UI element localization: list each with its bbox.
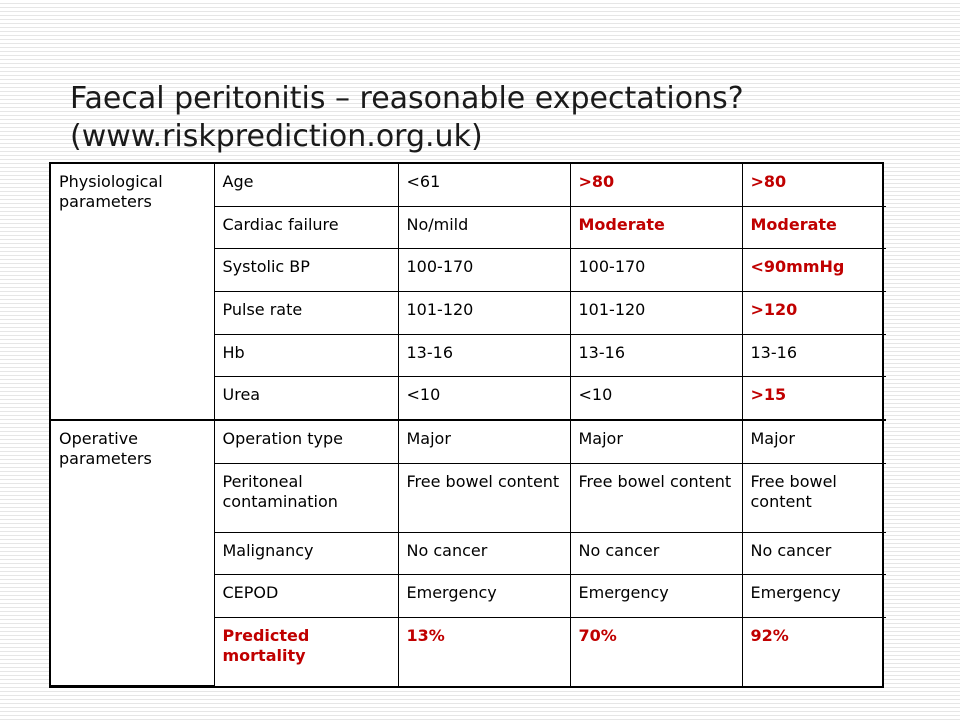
param-cell: Pulse rate xyxy=(214,291,399,335)
param-cell: Systolic BP xyxy=(214,248,399,292)
value-cell: Free bowel content xyxy=(570,463,743,533)
param-cell: CEPOD xyxy=(214,574,399,619)
table-row: Pulse rate 101-120 101-120 >120 xyxy=(51,291,886,335)
table-row: CEPOD Emergency Emergency Emergency xyxy=(51,574,886,619)
mortality-value: 92% xyxy=(750,626,789,646)
param-cell: Age xyxy=(214,164,399,207)
value-cell: No/mild xyxy=(398,206,571,250)
value-cell: >80 xyxy=(570,164,743,207)
value-cell: <10 xyxy=(398,376,571,422)
table-row: Peritoneal contamination Free bowel cont… xyxy=(51,463,886,533)
table-row: Systolic BP 100-170 100-170 <90mmHg xyxy=(51,248,886,292)
value-cell: Free bowel content xyxy=(398,463,571,533)
value-cell: 100-170 xyxy=(570,248,743,292)
risk-table: Physiological parameters Age <61 >80 >80… xyxy=(49,162,886,688)
param-cell: Malignancy xyxy=(214,532,399,576)
param-cell: Operation type xyxy=(214,420,399,465)
table-row: Operative parameters Operation type Majo… xyxy=(51,420,886,687)
group-label-physiological: Physiological parameters xyxy=(51,164,215,422)
value-cell: Major xyxy=(742,420,886,465)
value-cell: 101-120 xyxy=(398,291,571,335)
title-line-2: (www.riskprediction.org.uk) xyxy=(70,119,483,154)
mortality-value: 13% xyxy=(398,617,571,686)
value-cell: >15 xyxy=(742,376,886,422)
value-cell: 13-16 xyxy=(742,334,886,378)
value-cell: Emergency xyxy=(742,574,886,619)
value-cell: <10 xyxy=(570,376,743,422)
param-cell-mortality: Predicted mortality xyxy=(214,617,399,686)
table-row: Urea <10 <10 >15 xyxy=(51,376,886,422)
table-row: Hb 13-16 13-16 13-16 xyxy=(51,334,886,378)
value-cell: Major xyxy=(398,420,571,465)
value-cell: 13-16 xyxy=(570,334,743,378)
value-cell: 13-16 xyxy=(398,334,571,378)
value-cell: Moderate xyxy=(570,206,743,250)
value-cell: Moderate xyxy=(742,206,886,250)
value-cell: Emergency xyxy=(570,574,743,619)
value-cell: <61 xyxy=(398,164,571,207)
value-cell: 100-170 xyxy=(398,248,571,292)
value-cell: No cancer xyxy=(398,532,571,576)
table-row: Physiological parameters Age <61 >80 >80 xyxy=(51,164,886,422)
slide-title: Faecal peritonitis – reasonable expectat… xyxy=(70,80,930,156)
value-cell: >80 xyxy=(742,164,886,207)
value-cell: <90mmHg xyxy=(742,248,886,292)
group-label-operative: Operative parameters xyxy=(51,420,215,687)
value-cell: >120 xyxy=(742,291,886,335)
mortality-value: 70% xyxy=(570,617,743,686)
title-line-1: Faecal peritonitis – reasonable expectat… xyxy=(70,81,744,116)
table-row: Malignancy No cancer No cancer No cancer xyxy=(51,532,886,576)
param-cell: Cardiac failure xyxy=(214,206,399,250)
value-cell: Major xyxy=(570,420,743,465)
value-cell: No cancer xyxy=(570,532,743,576)
param-cell: Urea xyxy=(214,376,399,422)
param-cell: Hb xyxy=(214,334,399,378)
value-cell: Emergency xyxy=(398,574,571,619)
table-row: Cardiac failure No/mild Moderate Moderat… xyxy=(51,206,886,250)
value-cell: No cancer xyxy=(742,532,886,576)
param-cell: Peritoneal contamination xyxy=(214,463,399,533)
value-cell: Free bowel content xyxy=(742,463,886,533)
value-cell: 101-120 xyxy=(570,291,743,335)
table-row-mortality: Predicted mortality 13% 70% 92% xyxy=(51,617,886,686)
